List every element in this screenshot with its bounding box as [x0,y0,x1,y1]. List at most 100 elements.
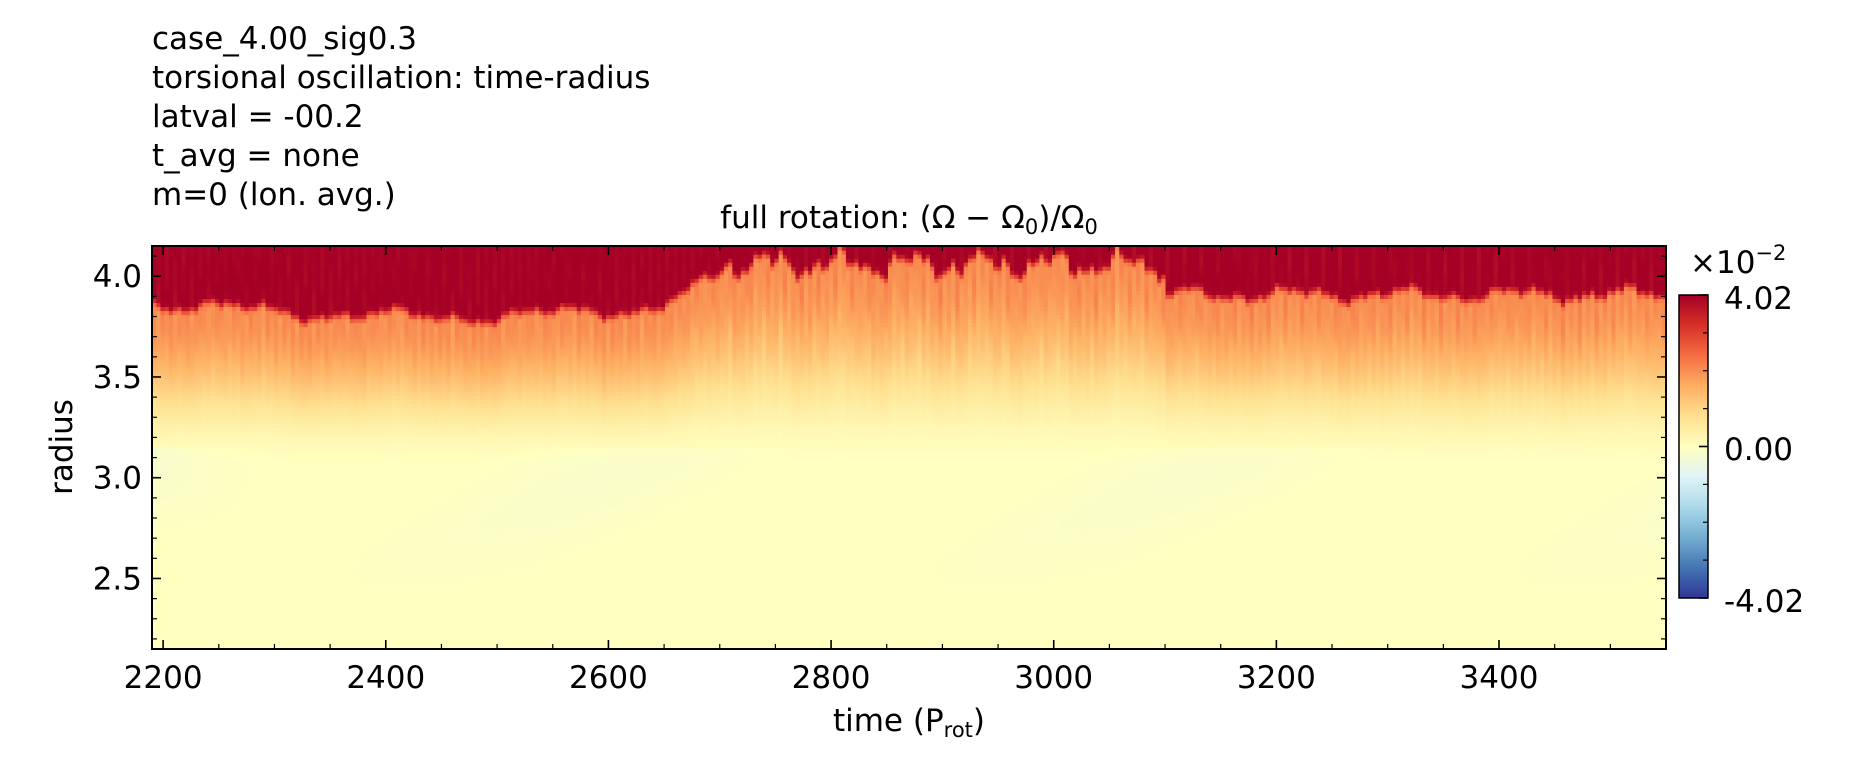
heatmap-cell [186,250,191,255]
heatmap-cell [270,343,275,348]
heatmap-cell [194,395,199,400]
heatmap-cell [249,403,254,408]
heatmap-cell [211,472,216,477]
heatmap-cell [282,319,287,324]
heatmap-cell [282,286,287,291]
heatmap-cell [303,476,308,481]
heatmap-cell [245,637,250,642]
heatmap-cell [345,572,350,577]
heatmap-cell [249,468,254,473]
heatmap-cell [236,496,241,501]
heatmap-cell [190,585,195,590]
heatmap-cell [177,637,182,642]
heatmap-cell [228,347,233,352]
heatmap-cell [312,262,317,267]
heatmap-cell [287,629,292,634]
heatmap-cell [198,609,203,614]
heatmap-cell [358,379,363,384]
heatmap-cell [333,335,338,340]
heatmap-cell [190,327,195,332]
heatmap-cell [266,415,271,420]
heatmap-cell [287,593,292,598]
heatmap-cell [223,379,228,384]
heatmap-cell [169,431,174,436]
heatmap-cell [190,589,195,594]
heatmap-cell [312,254,317,259]
heatmap-cell [160,488,165,493]
heatmap-cell [295,339,300,344]
heatmap-cell [282,609,287,614]
heatmap-cell [219,399,224,404]
heatmap-cell [324,564,329,569]
heatmap-cell [173,480,178,485]
heatmap-cell [219,331,224,336]
heatmap-cell [329,456,334,461]
heatmap-cell [337,520,342,525]
heatmap-cell [169,375,174,380]
heatmap-cell [350,383,355,388]
heatmap-cell [207,335,212,340]
heatmap-cell [160,500,165,505]
heatmap-cell [202,597,207,602]
heatmap-cell [266,327,271,332]
heatmap-cell [295,270,300,275]
heatmap-cell [215,504,220,509]
heatmap-cell [266,516,271,521]
heatmap-cell [215,556,220,561]
heatmap-cell [341,435,346,440]
heatmap-cell [232,532,237,537]
heatmap-cell [165,641,170,646]
heatmap-cell [299,250,304,255]
heatmap-cell [274,532,279,537]
heatmap-cell [245,576,250,581]
heatmap-cell [207,343,212,348]
heatmap-cell [299,540,304,545]
heatmap-cell [177,484,182,489]
heatmap-cell [236,544,241,549]
heatmap-cell [308,403,313,408]
heatmap-cell [219,504,224,509]
heatmap-cell [202,302,207,307]
heatmap-cell [266,427,271,432]
heatmap-cell [245,560,250,565]
heatmap-cell [253,270,258,275]
heatmap-cell [299,613,304,618]
heatmap-cell [160,540,165,545]
heatmap-cell [160,323,165,328]
heatmap-cell [240,504,245,509]
heatmap-cell [291,593,296,598]
heatmap-cell [312,516,317,521]
heatmap-cell [215,609,220,614]
heatmap-cell [295,431,300,436]
heatmap-cell [202,379,207,384]
heatmap-cell [316,468,321,473]
heatmap-cell [181,270,186,275]
heatmap-cell [337,367,342,372]
heatmap-cell [282,448,287,453]
heatmap-cell [303,310,308,315]
heatmap-cell [181,589,186,594]
heatmap-cell [324,423,329,428]
heatmap-cell [320,617,325,622]
heatmap-cell [249,629,254,634]
heatmap-cell [350,395,355,400]
heatmap-cell [261,504,266,509]
heatmap-cell [173,371,178,376]
heatmap-cell [358,621,363,626]
heatmap-cell [308,504,313,509]
heatmap-cell [240,343,245,348]
heatmap-cell [232,605,237,610]
heatmap-cell [261,589,266,594]
heatmap-cell [160,290,165,295]
heatmap-cell [270,629,275,634]
heatmap-cell [202,359,207,364]
heatmap-cell [253,456,258,461]
heatmap-cell [274,294,279,299]
heatmap-cell [165,411,170,416]
heatmap-cell [299,516,304,521]
heatmap-cell [186,629,191,634]
heatmap-cell [350,576,355,581]
heatmap-cell [354,298,359,303]
heatmap-cell [223,460,228,465]
heatmap-cell [249,443,254,448]
